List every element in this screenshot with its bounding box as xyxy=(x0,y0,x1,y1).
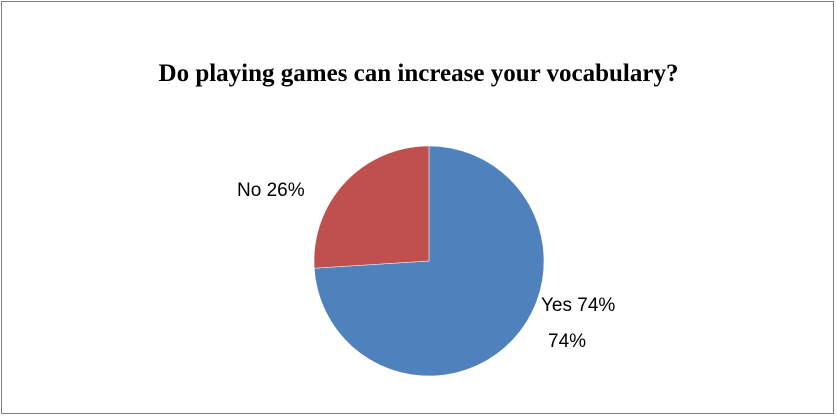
pie-slice-no xyxy=(313,145,430,269)
chart-title: Do playing games can increase your vocab… xyxy=(158,60,679,87)
slice-label-yes: Yes 74% xyxy=(541,295,616,316)
slice-label-yes-percent: 74% xyxy=(548,331,587,352)
pie-slices xyxy=(313,145,545,377)
slice-label-no: No 26% xyxy=(237,180,305,201)
